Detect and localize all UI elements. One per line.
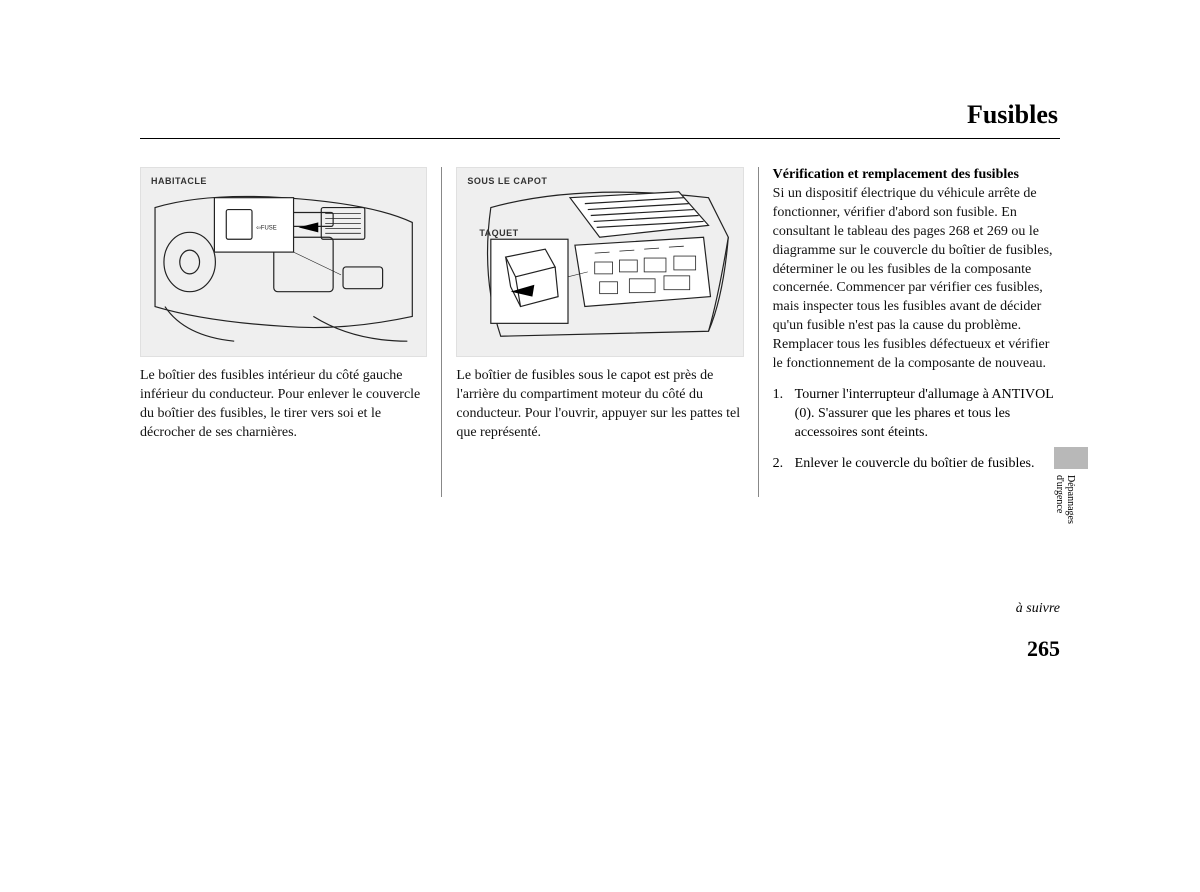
section-tab <box>1054 447 1088 469</box>
interior-illustration: ⇦FUSE <box>141 168 426 356</box>
page-number: 265 <box>1027 636 1060 662</box>
manual-page: Fusibles HABITACLE <box>140 100 1060 497</box>
title-rule <box>140 138 1060 139</box>
step-item: Tourner l'interrupteur d'allumage à ANTI… <box>773 386 1060 443</box>
interior-caption: Le boîtier des fusibles intérieur du côt… <box>140 367 427 443</box>
figure-hood: SOUS LE CAPOT TAQUET <box>456 167 743 357</box>
column-interior: HABITACLE <box>140 167 441 497</box>
figure-hood-callout-label: TAQUET <box>479 228 518 238</box>
three-column-layout: HABITACLE <box>140 167 1060 497</box>
figure-hood-label: SOUS LE CAPOT <box>467 176 547 186</box>
section-tab-label: Dépannages d'urgence <box>1054 475 1076 524</box>
hood-caption: Le boîtier de fusibles sous le capot est… <box>456 367 743 443</box>
svg-text:⇦FUSE: ⇦FUSE <box>256 225 277 231</box>
hood-illustration <box>457 168 742 356</box>
column-hood: SOUS LE CAPOT TAQUET <box>442 167 757 497</box>
subsection-heading: Vérification et remplacement des fusible… <box>773 167 1060 183</box>
subsection-body: Si un dispositif électrique du véhicule … <box>773 185 1060 374</box>
steps-list: Tourner l'interrupteur d'allumage à ANTI… <box>773 386 1060 474</box>
page-title: Fusibles <box>140 100 1060 130</box>
figure-interior-label: HABITACLE <box>151 176 207 186</box>
column-text: Vérification et remplacement des fusible… <box>759 167 1060 497</box>
step-item: Enlever le couvercle du boîtier de fusib… <box>773 455 1060 474</box>
continued-label: à suivre <box>1016 601 1060 617</box>
figure-interior: HABITACLE <box>140 167 427 357</box>
